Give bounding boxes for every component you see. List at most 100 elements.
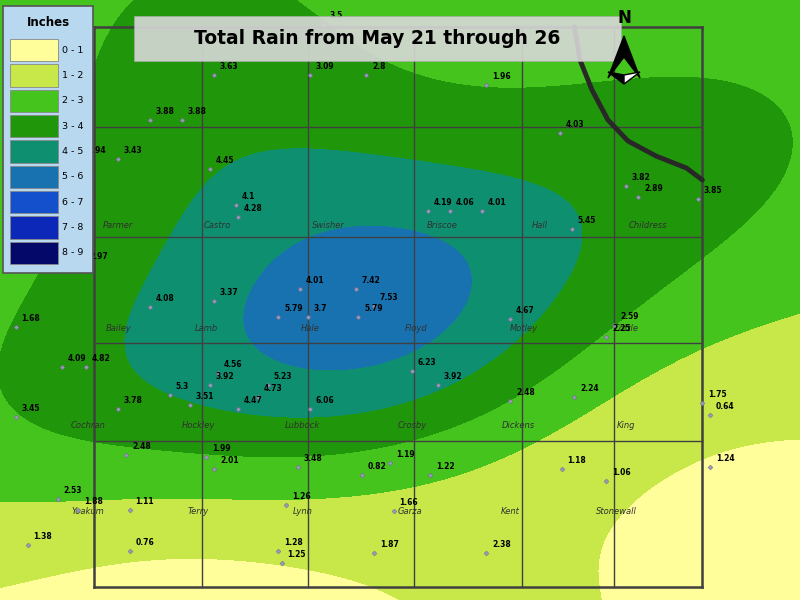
Bar: [3, 6, 93, 273]
Text: 3.82: 3.82: [631, 173, 650, 182]
Polygon shape: [624, 72, 640, 84]
Text: Floyd: Floyd: [405, 323, 427, 332]
Polygon shape: [608, 72, 624, 84]
Text: 3.85: 3.85: [703, 186, 722, 195]
Text: 2.94: 2.94: [87, 146, 106, 155]
Text: Stonewall: Stonewall: [595, 506, 637, 515]
Text: 1.75: 1.75: [708, 390, 726, 399]
Text: 0 - 1: 0 - 1: [62, 46, 84, 55]
Text: 3.45: 3.45: [22, 404, 40, 413]
Text: Cochran: Cochran: [70, 421, 106, 431]
Text: 3.63: 3.63: [220, 62, 238, 71]
Bar: [10, 166, 58, 188]
Text: Cottle: Cottle: [614, 323, 639, 332]
Text: 4.28: 4.28: [244, 204, 262, 213]
Bar: [10, 217, 58, 239]
Text: Crosby: Crosby: [398, 421, 426, 431]
Text: 1.28: 1.28: [284, 538, 302, 547]
Text: 2.38: 2.38: [492, 540, 510, 549]
Text: 2.8: 2.8: [372, 62, 386, 71]
Text: 6.06: 6.06: [316, 396, 334, 405]
Text: 0.64: 0.64: [716, 402, 734, 411]
Text: 1.26: 1.26: [292, 492, 310, 501]
Text: 4.73: 4.73: [263, 384, 282, 393]
Text: Briscoe: Briscoe: [427, 220, 458, 229]
Text: 6.23: 6.23: [418, 358, 436, 367]
Text: King: King: [617, 421, 636, 431]
Text: 2.25: 2.25: [612, 324, 630, 333]
Text: 4.01: 4.01: [306, 276, 324, 285]
Text: 3.7: 3.7: [314, 304, 327, 313]
Text: 3.51: 3.51: [196, 392, 214, 401]
Text: Total Rain from May 21 through 26: Total Rain from May 21 through 26: [194, 29, 561, 48]
Text: 4.03: 4.03: [566, 120, 584, 129]
Text: 1.18: 1.18: [567, 456, 586, 465]
Text: Dickens: Dickens: [502, 421, 535, 431]
Text: 5.79: 5.79: [364, 304, 382, 313]
Text: 4.67: 4.67: [516, 306, 534, 315]
Text: 5.45: 5.45: [578, 216, 596, 225]
Text: 3.88: 3.88: [156, 107, 175, 116]
Text: Kent: Kent: [501, 506, 520, 515]
Text: 4 - 5: 4 - 5: [62, 147, 84, 156]
Text: 1.88: 1.88: [84, 497, 103, 506]
FancyBboxPatch shape: [134, 16, 621, 61]
Text: 1.68: 1.68: [22, 314, 40, 323]
Text: 2.59: 2.59: [620, 312, 638, 321]
Text: 7 - 8: 7 - 8: [62, 223, 84, 232]
Text: 1.24: 1.24: [716, 454, 734, 463]
Bar: [10, 64, 58, 86]
Text: 1 - 2: 1 - 2: [62, 71, 84, 80]
Bar: [10, 39, 58, 61]
Text: 1.66: 1.66: [399, 498, 418, 507]
Text: 5.3: 5.3: [175, 382, 189, 391]
Text: 1.99: 1.99: [212, 444, 230, 453]
Bar: [10, 242, 58, 264]
Text: 3.09: 3.09: [316, 62, 334, 71]
Text: 4.01: 4.01: [487, 198, 506, 207]
Text: Yoakum: Yoakum: [72, 506, 104, 515]
Text: 2.97: 2.97: [90, 252, 108, 261]
Text: 3.43: 3.43: [124, 146, 142, 155]
Text: 1.06: 1.06: [612, 468, 630, 477]
Text: Childress: Childress: [629, 220, 667, 229]
Text: 5.79: 5.79: [284, 304, 302, 313]
Text: Inches: Inches: [26, 16, 70, 29]
Text: 5 - 6: 5 - 6: [62, 172, 84, 181]
Text: Hall: Hall: [532, 220, 548, 229]
Text: 7.53: 7.53: [380, 293, 398, 302]
Text: 2.31: 2.31: [52, 95, 70, 104]
Polygon shape: [624, 36, 640, 78]
Text: 2.01: 2.01: [220, 456, 238, 465]
Text: Hale: Hale: [301, 323, 320, 332]
Bar: [10, 191, 58, 213]
Text: 4.08: 4.08: [156, 294, 174, 303]
Text: Garza: Garza: [398, 506, 422, 515]
Text: Motley: Motley: [510, 323, 538, 332]
Text: 6 - 7: 6 - 7: [62, 197, 84, 206]
Text: 7.42: 7.42: [362, 276, 380, 285]
Text: 2.24: 2.24: [580, 384, 598, 393]
Text: 2.89: 2.89: [644, 184, 662, 193]
Bar: [10, 115, 58, 137]
Text: 0.76: 0.76: [135, 538, 154, 547]
Text: 3 - 4: 3 - 4: [62, 122, 84, 131]
Text: Swisher: Swisher: [311, 220, 345, 229]
Text: 1.96: 1.96: [492, 72, 510, 81]
Text: 2.53: 2.53: [63, 486, 82, 495]
Text: 4.45: 4.45: [215, 156, 234, 165]
Bar: [10, 89, 58, 112]
Text: 4.06: 4.06: [455, 198, 474, 207]
Text: Bailey: Bailey: [106, 323, 131, 332]
Text: 4.47: 4.47: [244, 396, 262, 405]
Text: 2.48: 2.48: [516, 388, 534, 397]
Text: 4.19: 4.19: [434, 198, 452, 207]
Polygon shape: [608, 36, 624, 78]
Text: 3.88: 3.88: [188, 107, 207, 116]
Text: N: N: [617, 9, 631, 27]
Text: 1.87: 1.87: [380, 540, 399, 549]
Text: 4.1: 4.1: [242, 192, 255, 201]
Text: 2.48: 2.48: [132, 442, 150, 451]
Text: Hockley: Hockley: [182, 421, 215, 431]
Text: 3.92: 3.92: [215, 372, 234, 381]
